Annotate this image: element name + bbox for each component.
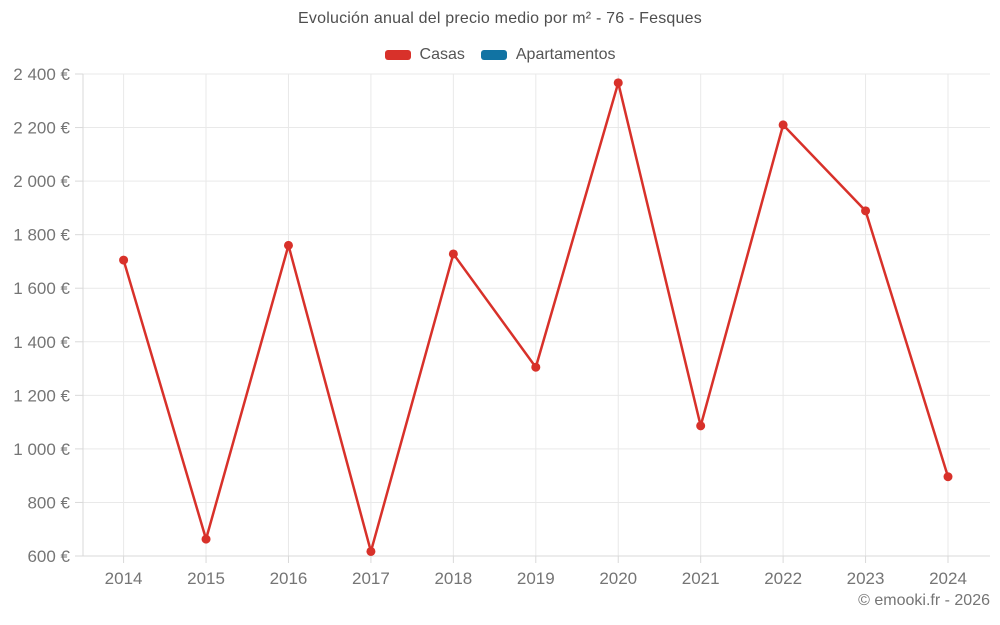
casas-point-2024[interactable]	[943, 472, 953, 482]
y-axis-label: 1 800 €	[13, 226, 70, 245]
y-axis-label: 1 200 €	[13, 386, 70, 405]
casas-point-2019[interactable]	[531, 362, 541, 372]
chart-legend: Casas Apartamentos	[0, 46, 1000, 64]
x-axis-label: 2020	[599, 569, 637, 588]
x-axis-label: 2016	[270, 569, 308, 588]
legend-label-apartamentos: Apartamentos	[515, 46, 616, 63]
x-axis-label: 2015	[187, 569, 225, 588]
x-axis-label: 2024	[929, 569, 967, 588]
casas-point-2018[interactable]	[448, 249, 458, 259]
y-axis-label: 2 000 €	[13, 172, 70, 191]
x-axis-label: 2023	[847, 569, 885, 588]
legend-label-casas: Casas	[419, 46, 465, 63]
x-axis-label: 2014	[105, 569, 143, 588]
copyright-note: © emooki.fr - 2026	[858, 592, 990, 609]
casas-point-2022[interactable]	[778, 120, 788, 130]
x-axis-label: 2022	[764, 569, 802, 588]
x-axis-label: 2019	[517, 569, 555, 588]
x-axis-label: 2021	[682, 569, 720, 588]
x-axis-label: 2018	[434, 569, 472, 588]
casas-point-2021[interactable]	[696, 421, 706, 431]
y-axis-label: 1 600 €	[13, 279, 70, 298]
legend-item-apartamentos[interactable]: Apartamentos	[480, 46, 616, 64]
casas-point-2015[interactable]	[201, 534, 211, 544]
chart-title: Evolución anual del precio medio por m² …	[298, 10, 702, 27]
y-axis-label: 1 000 €	[13, 440, 70, 459]
casas-point-2020[interactable]	[613, 78, 623, 88]
casas-point-2016[interactable]	[283, 240, 293, 250]
casas-point-2014[interactable]	[119, 255, 129, 265]
legend-item-casas[interactable]: Casas	[384, 46, 465, 64]
casas-swatch-icon	[384, 50, 411, 60]
casas-point-2017[interactable]	[366, 546, 376, 556]
x-axis-label: 2017	[352, 569, 390, 588]
apartamentos-swatch-icon	[480, 50, 507, 60]
y-axis-label: 2 200 €	[13, 119, 70, 138]
y-axis-label: 1 400 €	[13, 333, 70, 352]
y-axis-label: 2 400 €	[13, 65, 70, 84]
casas-point-2023[interactable]	[861, 206, 871, 216]
y-axis-label: 800 €	[27, 493, 70, 512]
y-axis-label: 600 €	[27, 547, 70, 566]
